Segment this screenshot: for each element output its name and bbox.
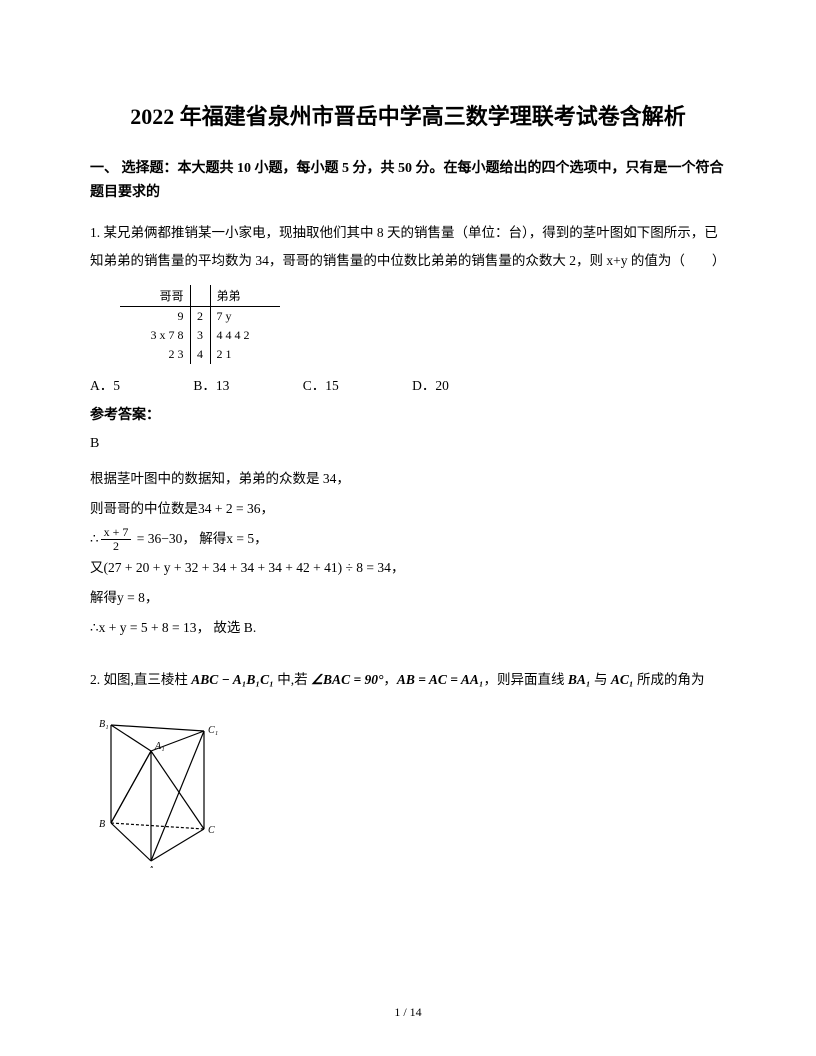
prism-diagram: B₁ C₁ A₁ B C A	[96, 713, 726, 873]
svg-text:A₁: A₁	[154, 741, 165, 752]
stem-leaf-plot: 哥哥 弟弟 9 2 7 y 3 x 7 8 3 4 4 4 2 2 3 4 2 …	[120, 285, 726, 364]
sl-r2-right: 2 1	[210, 345, 280, 364]
exp-line2: 则哥哥的中位数是34 + 2 = 36，	[90, 494, 726, 524]
sl-r1-right: 4 4 4 2	[210, 326, 280, 345]
page-number: 1 / 14	[0, 1005, 816, 1020]
svg-text:C₁: C₁	[208, 725, 218, 736]
q1-text: 1. 某兄弟俩都推销某一小家电，现抽取他们其中 8 天的销售量（单位：台），得到…	[90, 219, 726, 276]
exp-line3: ∴x + 72 = 36−30， 解得x = 5，	[90, 524, 726, 554]
svg-text:B₁: B₁	[99, 719, 109, 730]
option-d: D．20	[412, 374, 449, 394]
q2-text: 2. 如图,直三棱柱 ABC − A₁B₁C₁ 中,若 ∠BAC = 90°，A…	[90, 664, 726, 695]
svg-text:A: A	[147, 865, 155, 868]
option-b: B．13	[193, 374, 229, 394]
sl-r2-stem: 4	[190, 345, 210, 364]
sl-r0-left: 9	[120, 307, 190, 327]
exp-line4: 又(27 + 20 + y + 32 + 34 + 34 + 34 + 42 +…	[90, 553, 726, 583]
option-c: C．15	[303, 374, 339, 394]
answer-label: 参考答案：	[90, 404, 726, 424]
q1-options: A．5 B．13 C．15 D．20	[90, 374, 726, 394]
sl-header-right: 弟弟	[210, 285, 280, 307]
sl-r0-right: 7 y	[210, 307, 280, 327]
sl-r0-stem: 2	[190, 307, 210, 327]
option-a: A．5	[90, 374, 120, 394]
page-title: 2022 年福建省泉州市晋岳中学高三数学理联考试卷含解析	[90, 100, 726, 133]
svg-text:B: B	[99, 819, 105, 830]
sl-r1-left: 3 x 7 8	[120, 326, 190, 345]
section-header: 一、 选择题：本大题共 10 小题，每小题 5 分，共 50 分。在每小题给出的…	[90, 157, 726, 205]
sl-r1-stem: 3	[190, 326, 210, 345]
svg-text:C: C	[208, 825, 215, 836]
exp-line6: ∴x + y = 5 + 8 = 13， 故选 B.	[90, 613, 726, 643]
sl-header-left: 哥哥	[120, 285, 190, 307]
sl-r2-left: 2 3	[120, 345, 190, 364]
q1-explanation: 根据茎叶图中的数据知，弟弟的众数是 34， 则哥哥的中位数是34 + 2 = 3…	[90, 464, 726, 642]
exp-line1: 根据茎叶图中的数据知，弟弟的众数是 34，	[90, 464, 726, 494]
answer-letter: B	[90, 436, 726, 452]
exp-line5: 解得y = 8，	[90, 583, 726, 613]
